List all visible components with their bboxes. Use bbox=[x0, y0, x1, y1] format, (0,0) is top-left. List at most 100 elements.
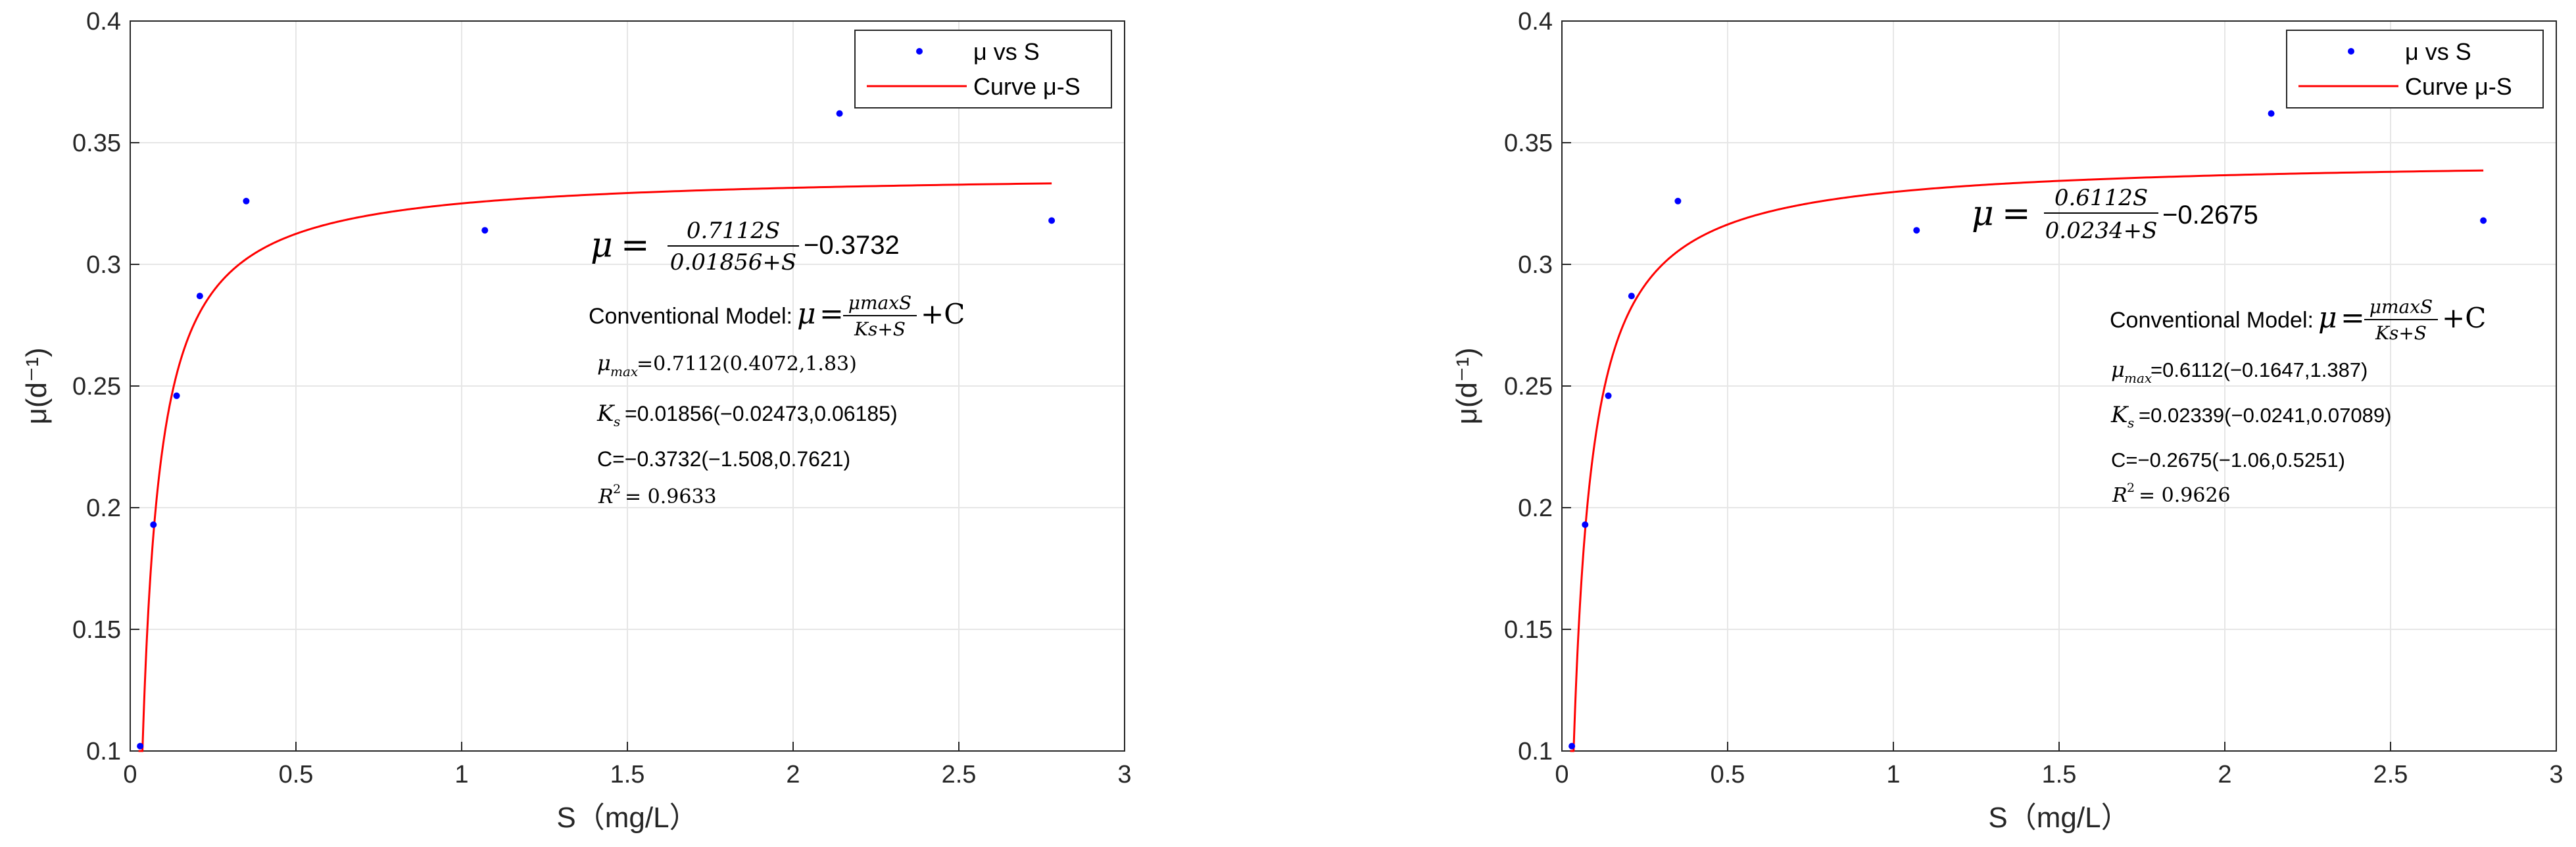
equation-equals: = bbox=[621, 226, 650, 265]
data-point bbox=[1913, 227, 1920, 234]
equation-mu: μ bbox=[591, 226, 613, 265]
parameter-ks: K s =0.02339(−0.0241,0.07089) bbox=[2110, 402, 2391, 431]
data-point bbox=[243, 197, 250, 205]
equation-numerator: 0.6112S bbox=[2054, 185, 2148, 211]
data-point bbox=[1605, 392, 1612, 399]
conventional-model-constant: +C bbox=[921, 298, 965, 330]
y-axis-ticks: 0.1 0.15 0.2 0.25 0.3 0.35 0.4 bbox=[72, 8, 139, 765]
x-tick-label: 2.5 bbox=[2373, 761, 2408, 788]
x-tick-label: 1 bbox=[454, 761, 468, 788]
parameter-mu-max: μ max =0.7112(0.4072,1.83) bbox=[597, 351, 857, 379]
data-point bbox=[2480, 217, 2487, 224]
x-tick-label: 1.5 bbox=[610, 761, 645, 788]
y-tick-label: 0.15 bbox=[1504, 616, 1553, 644]
y-tick-label: 0.1 bbox=[1518, 738, 1553, 765]
equation-constant: −0.2675 bbox=[2162, 201, 2258, 230]
data-point bbox=[1628, 293, 1635, 300]
conventional-model-equals: = bbox=[2341, 301, 2365, 335]
y-tick-label: 0.35 bbox=[72, 130, 121, 157]
x-tick-label: 0 bbox=[123, 761, 137, 788]
fit-curve bbox=[1570, 169, 2484, 752]
parameter-ks: K s =0.01856(−0.02473,0.06185) bbox=[596, 400, 898, 429]
parameter-mu-max: μ max =0.6112(−0.1647,1.387) bbox=[2111, 357, 2368, 386]
conventional-model-mu: μ bbox=[797, 297, 816, 331]
r-squared-superscript: 2 bbox=[2127, 481, 2135, 495]
ks-symbol: K bbox=[596, 400, 616, 427]
data-point bbox=[1674, 197, 1682, 205]
x-tick-label: 3 bbox=[2549, 761, 2563, 788]
equation-numerator: 0.7112S bbox=[687, 218, 780, 244]
chart-right: 0 0.5 1 1.5 2 2.5 3 0.1 0.15 0.2 0.25 0.3 0.35 0.4 S… bbox=[1451, 8, 2564, 834]
data-point bbox=[1582, 521, 1589, 528]
mu-max-value: =0.7112(0.4072,1.83) bbox=[637, 352, 857, 375]
y-tick-label: 0.35 bbox=[1504, 130, 1553, 157]
x-tick-label: 2 bbox=[786, 761, 800, 788]
conventional-model-numerator: μmaxS bbox=[848, 292, 911, 314]
x-tick-label: 0.5 bbox=[279, 761, 314, 788]
ks-subscript: s bbox=[614, 414, 620, 429]
data-point bbox=[196, 293, 203, 300]
x-tick-label: 2.5 bbox=[942, 761, 977, 788]
y-tick-label: 0.4 bbox=[1518, 8, 1553, 36]
conventional-model-label: Conventional Model: bbox=[589, 304, 792, 329]
ks-subscript: s bbox=[2127, 415, 2134, 431]
y-tick-label: 0.2 bbox=[86, 495, 121, 522]
data-point bbox=[173, 392, 180, 399]
parameter-c: C=−0.3732(−1.508,0.7621) bbox=[597, 447, 850, 471]
x-tick-label: 1.5 bbox=[2042, 761, 2077, 788]
fit-equation: μ = 0.7112S 0.01856+S −0.3732 bbox=[591, 218, 900, 276]
equation-denominator: 0.0234+S bbox=[2045, 218, 2158, 244]
data-point bbox=[481, 227, 489, 234]
ks-value: =0.01856(−0.02473,0.06185) bbox=[625, 402, 898, 425]
r-squared-superscript: 2 bbox=[613, 482, 621, 496]
mu-max-symbol: μ bbox=[597, 351, 611, 375]
mu-max-subscript: max bbox=[2124, 370, 2152, 386]
conventional-model-denominator: Ks+S bbox=[854, 318, 906, 340]
ks-value: =0.02339(−0.0241,0.07089) bbox=[2139, 404, 2391, 427]
equation-mu: μ bbox=[1972, 194, 1994, 233]
data-point bbox=[2268, 110, 2275, 117]
data-point bbox=[836, 110, 843, 117]
x-tick-label: 2 bbox=[2218, 761, 2231, 788]
y-tick-label: 0.3 bbox=[86, 251, 121, 279]
y-tick-label: 0.25 bbox=[72, 373, 121, 400]
legend: μ vs S Curve μ-S bbox=[854, 30, 1112, 109]
equation-constant: −0.3732 bbox=[804, 231, 900, 260]
x-axis-title: S（mg/L） bbox=[1988, 802, 2129, 834]
r-squared: R 2 = 0.9626 bbox=[2112, 481, 2231, 507]
y-tick-label: 0.4 bbox=[86, 8, 121, 36]
fit-curve-line bbox=[138, 182, 1052, 752]
data-point bbox=[137, 742, 144, 750]
conventional-model-constant: +C bbox=[2442, 302, 2486, 334]
conventional-model-numerator: μmaxS bbox=[2369, 296, 2433, 318]
legend-label-points: μ vs S bbox=[973, 38, 1040, 65]
equation-equals: = bbox=[2002, 194, 2031, 233]
data-point bbox=[150, 521, 157, 528]
legend-box bbox=[854, 30, 1112, 109]
conventional-model-label: Conventional Model: bbox=[2110, 308, 2314, 333]
legend-label-curve: Curve μ-S bbox=[2405, 73, 2512, 100]
conventional-model-equals: = bbox=[819, 297, 844, 331]
r-squared-symbol: R bbox=[2112, 484, 2127, 507]
conventional-model: Conventional Model: μ = μmaxS Ks+S +C bbox=[2110, 296, 2486, 344]
x-axis-ticks: 0 0.5 1 1.5 2 2.5 3 bbox=[1555, 742, 2564, 788]
data-point bbox=[1048, 217, 1056, 224]
data-points bbox=[137, 110, 1056, 750]
fit-curve bbox=[138, 182, 1052, 752]
fit-equation: μ = 0.6112S 0.0234+S −0.2675 bbox=[1972, 185, 2258, 244]
r-squared-symbol: R bbox=[598, 485, 614, 508]
x-axis-ticks: 0 0.5 1 1.5 2 2.5 3 bbox=[123, 742, 1132, 788]
chart-left: 0 0.5 1 1.5 2 2.5 3 0.1 0.15 0.2 0.25 0.3 0.35 0.4 S… bbox=[20, 8, 1132, 834]
legend-box bbox=[2286, 30, 2544, 109]
ks-symbol: K bbox=[2110, 402, 2129, 428]
x-tick-label: 3 bbox=[1117, 761, 1131, 788]
legend: μ vs S Curve μ-S bbox=[2286, 30, 2544, 109]
legend-marker-points bbox=[2348, 48, 2354, 55]
legend-label-curve: Curve μ-S bbox=[973, 73, 1081, 100]
legend-marker-points bbox=[916, 48, 923, 55]
legend-label-points: μ vs S bbox=[2405, 38, 2471, 65]
conventional-model-denominator: Ks+S bbox=[2375, 322, 2427, 344]
y-axis-title: μ(d⁻¹) bbox=[20, 347, 53, 424]
conventional-model: Conventional Model: μ = μmaxS Ks+S +C bbox=[589, 292, 965, 340]
